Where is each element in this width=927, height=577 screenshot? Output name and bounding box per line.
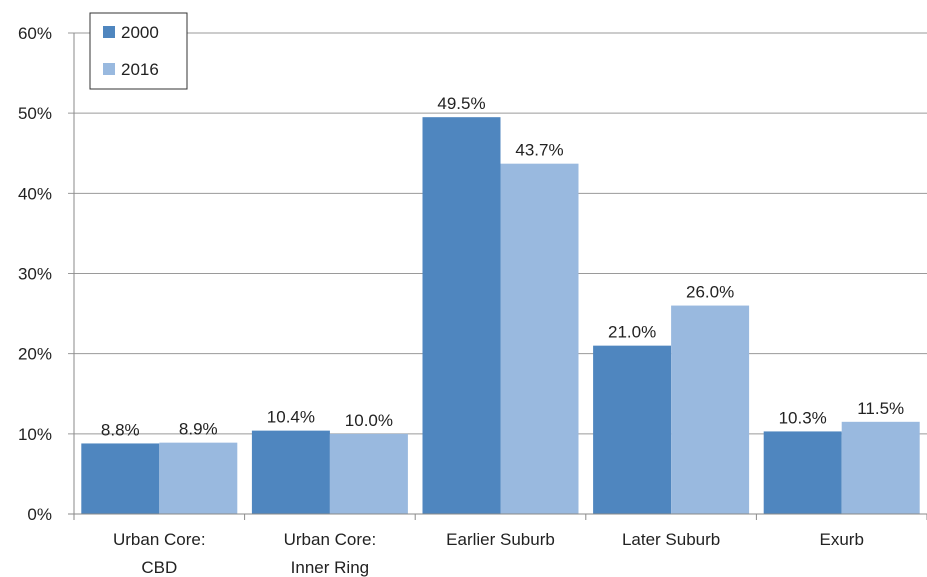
legend: 2000 2016 xyxy=(89,12,188,90)
bar-2000 xyxy=(251,430,330,514)
y-tick-label: 30% xyxy=(18,265,52,284)
data-label-2000: 10.4% xyxy=(267,408,315,427)
data-label-2016: 26.0% xyxy=(686,283,734,302)
data-label-2000: 21.0% xyxy=(608,323,656,342)
y-axis-ticks: 0% 10% 20% 30% 40% 50% 60% xyxy=(18,24,52,524)
y-tick-label: 50% xyxy=(18,104,52,123)
y-tick-label: 20% xyxy=(18,345,52,364)
bar-2016 xyxy=(500,163,579,514)
legend-swatch-2000 xyxy=(103,26,115,38)
legend-label-2000: 2000 xyxy=(121,23,159,42)
x-category-label: Later Suburb xyxy=(622,530,720,549)
bar-2016 xyxy=(841,421,920,514)
bar-2016 xyxy=(329,433,408,514)
x-category-label: Urban Core: Inner Ring xyxy=(284,530,377,577)
legend-swatch-2016 xyxy=(103,63,115,75)
bar-2000 xyxy=(763,431,842,514)
x-category-label: Earlier Suburb xyxy=(446,530,555,549)
data-label-2016: 11.5% xyxy=(857,399,904,418)
bars xyxy=(81,117,920,515)
y-tick-label: 40% xyxy=(18,184,52,203)
y-tick-label: 60% xyxy=(18,24,52,43)
bar-2016 xyxy=(159,442,238,514)
data-label-2016: 10.0% xyxy=(345,411,393,430)
bar-2000 xyxy=(422,117,501,515)
data-label-2000: 10.3% xyxy=(779,408,827,427)
data-label-2016: 43.7% xyxy=(515,141,563,160)
y-tick-label: 0% xyxy=(27,505,52,524)
x-category-label: Urban Core: CBD xyxy=(113,530,206,577)
bar-2000 xyxy=(81,443,160,514)
bar-2000 xyxy=(593,345,672,514)
data-label-2000: 49.5% xyxy=(437,94,485,113)
data-label-2000: 8.8% xyxy=(101,420,140,439)
y-tick-label: 10% xyxy=(18,425,52,444)
x-category-label: Exurb xyxy=(819,530,863,549)
data-label-2016: 8.9% xyxy=(179,420,218,439)
x-axis: Urban Core: CBD Urban Core: Inner Ring Earli… xyxy=(68,33,927,577)
legend-label-2016: 2016 xyxy=(121,60,159,79)
data-labels: 8.8% 10.4% 49.5% 21.0% 10.3% 8.9% 10.0% 43.7% 26… xyxy=(101,94,904,439)
bar-2016 xyxy=(671,305,750,514)
legend-box xyxy=(89,12,188,90)
